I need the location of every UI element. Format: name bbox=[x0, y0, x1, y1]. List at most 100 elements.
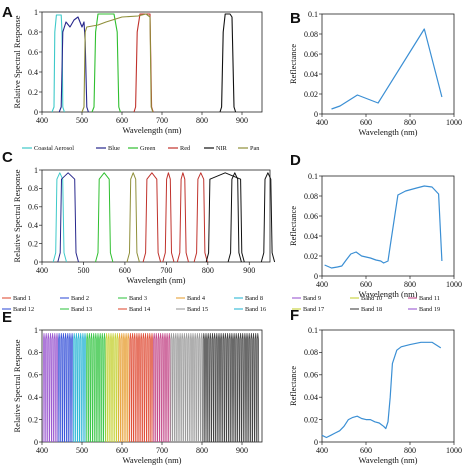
panel-label-b: B bbox=[290, 10, 301, 27]
series-blue bbox=[58, 16, 89, 113]
band-curve bbox=[174, 332, 178, 443]
y-tick-label: 0 bbox=[314, 272, 318, 281]
band-curve bbox=[239, 332, 242, 443]
band-curve bbox=[148, 332, 152, 443]
band-curve bbox=[60, 332, 63, 443]
panel-label-f: F bbox=[290, 307, 299, 324]
y-tick-label: 0.6 bbox=[28, 203, 38, 212]
band-curve bbox=[200, 332, 204, 443]
band-curve bbox=[131, 332, 134, 443]
band-curve bbox=[55, 332, 59, 443]
plot-frame bbox=[41, 329, 263, 443]
y-tick-label: 0.4 bbox=[28, 221, 38, 230]
legend-label: Green bbox=[140, 145, 156, 152]
panel-a: 400 500 600 700 800 900 0 0.2 0.4 0.6 0.8 1 Waveleng… bbox=[12, 8, 263, 135]
band-curve bbox=[139, 332, 143, 443]
band-curve bbox=[94, 332, 98, 443]
y-tick-label: 0.2 bbox=[28, 415, 38, 424]
band-curve bbox=[92, 332, 95, 443]
band-curve bbox=[111, 332, 115, 443]
legend-label: NIR bbox=[216, 145, 228, 152]
band-curve bbox=[191, 332, 195, 443]
legend-label: Band 17 bbox=[303, 306, 324, 313]
y-tick-label: 0.08 bbox=[304, 192, 318, 201]
y-tick-label: 1 bbox=[34, 326, 38, 335]
y-tick-label: 0.06 bbox=[304, 50, 318, 59]
band-curve bbox=[109, 332, 113, 443]
band-curve bbox=[79, 332, 82, 443]
band-curve bbox=[146, 332, 150, 443]
band-curve bbox=[142, 172, 162, 263]
panel-label-e: E bbox=[2, 309, 12, 326]
band-curve bbox=[107, 332, 111, 443]
band-curve bbox=[77, 332, 80, 443]
band-curve bbox=[227, 172, 242, 263]
band-curve bbox=[52, 172, 67, 263]
band-curve bbox=[62, 332, 65, 443]
band-curve bbox=[124, 332, 128, 443]
y-tick-label: 0.08 bbox=[304, 30, 318, 39]
band-curve bbox=[247, 332, 251, 443]
x-tick-label: 400 bbox=[316, 118, 328, 127]
legend-label: Band 15 bbox=[187, 306, 208, 313]
band-curve bbox=[213, 332, 216, 443]
x-tick-label: 600 bbox=[116, 116, 128, 125]
x-axis-label: Wavelength (nm) bbox=[122, 455, 181, 465]
legend-label: Band 19 bbox=[419, 306, 440, 313]
panel-e: 400 500 600 700 800 900 0 0.2 0.4 0.6 0.8 1 Waveleng… bbox=[2, 295, 440, 465]
y-tick-label: 0.4 bbox=[28, 393, 38, 402]
band-curve bbox=[161, 332, 165, 443]
band-curve bbox=[129, 332, 132, 443]
band-curve bbox=[96, 332, 100, 443]
x-tick-label: 600 bbox=[119, 266, 131, 275]
band-curve bbox=[73, 332, 76, 443]
y-tick-label: 0 bbox=[34, 258, 38, 267]
band-curve bbox=[219, 332, 223, 443]
y-tick-label: 0 bbox=[34, 108, 38, 117]
band-curve bbox=[162, 172, 175, 263]
x-tick-label: 600 bbox=[360, 280, 372, 289]
x-tick-label: 400 bbox=[36, 446, 48, 455]
band-curve bbox=[170, 332, 173, 443]
y-tick-label: 0.06 bbox=[304, 212, 318, 221]
band-curve bbox=[101, 332, 104, 443]
band-curve bbox=[260, 172, 276, 263]
y-tick-label: 0.04 bbox=[304, 393, 318, 402]
series-coastal-aerosol bbox=[51, 14, 65, 113]
band-curve bbox=[245, 332, 249, 443]
band-curve bbox=[83, 332, 87, 443]
band-curve bbox=[205, 172, 245, 263]
legend-label: Blue bbox=[108, 145, 120, 152]
y-axis-label: Relative Spectral Response bbox=[12, 15, 22, 108]
band-curve bbox=[167, 332, 171, 443]
legend-label: Band 13 bbox=[71, 306, 92, 313]
x-tick-label: 800 bbox=[404, 280, 416, 289]
x-axis-label: Wavelength (nm) bbox=[358, 455, 417, 465]
y-tick-label: 0.1 bbox=[308, 326, 318, 335]
y-tick-label: 1 bbox=[34, 166, 38, 175]
y-axis-label: Reflectance bbox=[288, 366, 298, 406]
y-tick-label: 0 bbox=[34, 438, 38, 447]
legend-label: Band 8 bbox=[245, 295, 263, 302]
panel-d: 400 600 800 1000 0 0.02 0.04 0.06 0.08 0.1 Wavelen… bbox=[288, 172, 462, 299]
series-green bbox=[91, 13, 121, 113]
band-curve bbox=[180, 332, 184, 443]
x-axis-label: Wavelength (nm) bbox=[122, 125, 181, 135]
plot-frame bbox=[321, 175, 455, 277]
legend-label: Red bbox=[180, 145, 191, 152]
y-axis-label: Reflectance bbox=[288, 44, 298, 84]
band-curve bbox=[215, 332, 219, 443]
band-curve bbox=[114, 332, 117, 443]
x-tick-label: 1000 bbox=[446, 280, 462, 289]
series-nir bbox=[219, 13, 237, 113]
x-tick-label: 600 bbox=[360, 446, 372, 455]
y-tick-label: 0.1 bbox=[308, 172, 318, 181]
band-curve bbox=[204, 332, 208, 443]
band-curve bbox=[252, 332, 255, 443]
band-curve bbox=[88, 332, 91, 443]
x-tick-label: 700 bbox=[156, 116, 168, 125]
band-curve bbox=[66, 332, 69, 443]
x-tick-label: 400 bbox=[36, 266, 48, 275]
x-tick-label: 500 bbox=[76, 446, 88, 455]
